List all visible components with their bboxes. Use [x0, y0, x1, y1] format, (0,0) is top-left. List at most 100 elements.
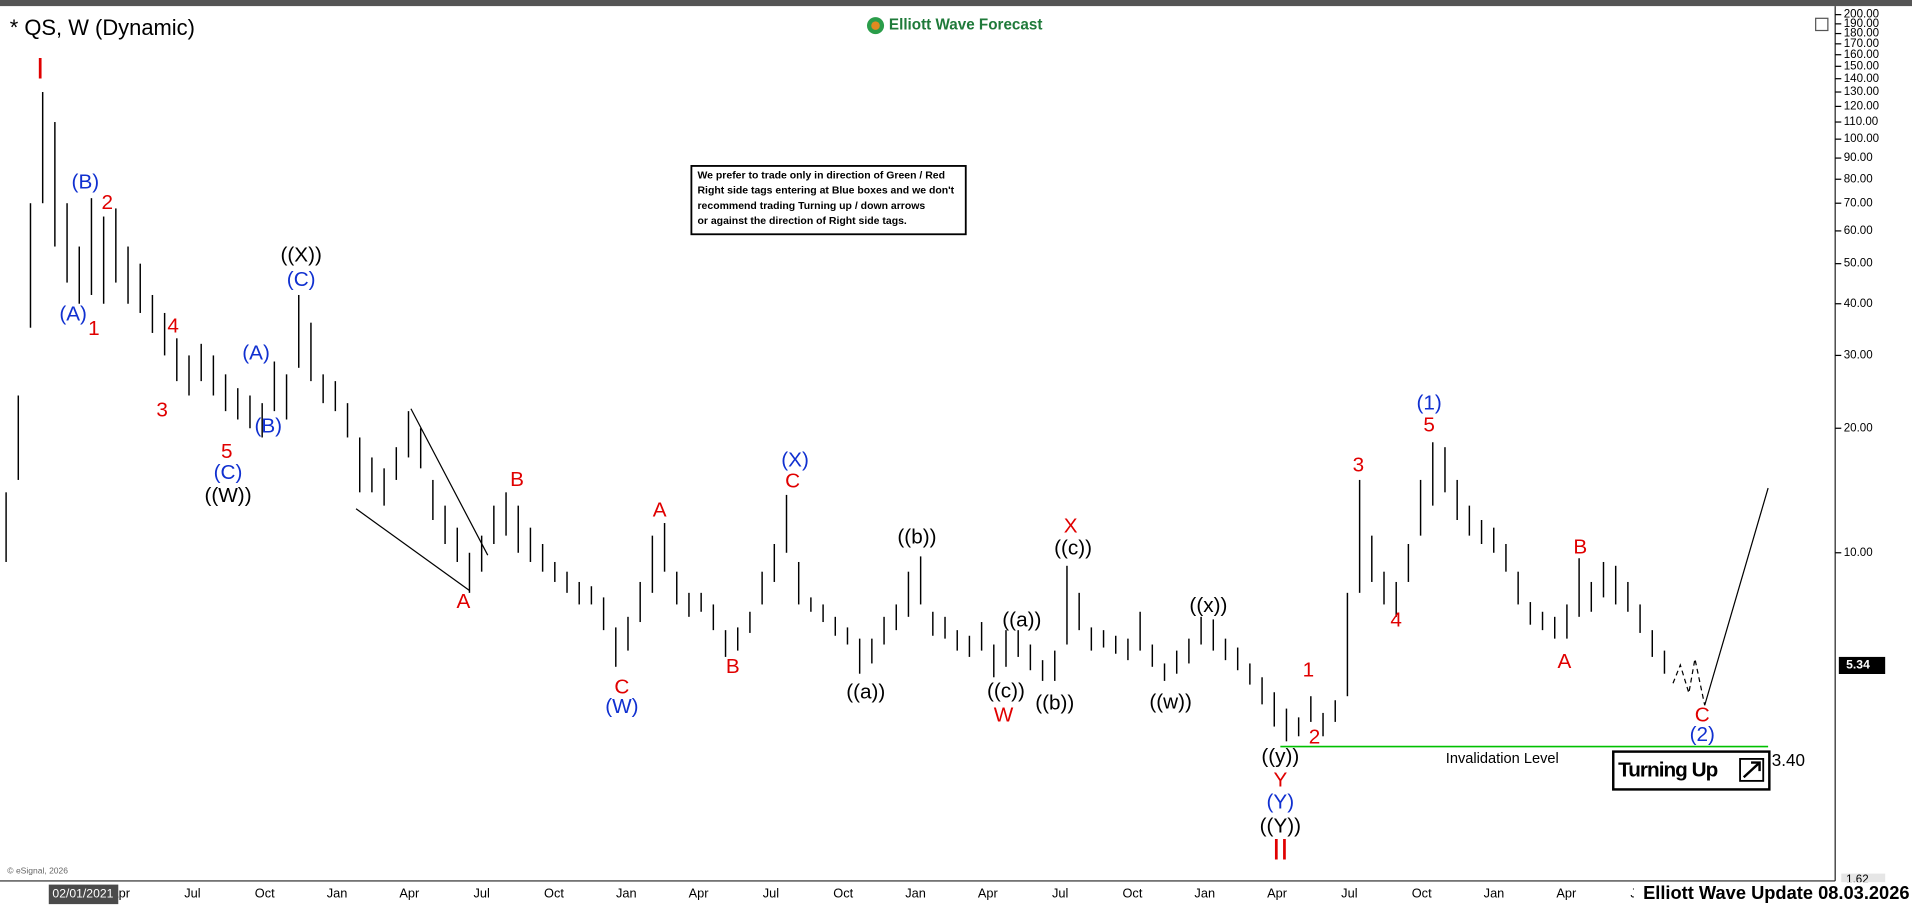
y-tick-label: 80.00 — [1844, 173, 1873, 185]
price-bars — [5, 92, 1666, 742]
x-tick-label: Oct — [1412, 886, 1432, 901]
wave-label: C — [614, 676, 629, 699]
note-line: We prefer to trade only in direction of … — [697, 170, 945, 181]
wave-label: C — [785, 469, 800, 492]
note-line: recommend trading Turning up / down arro… — [697, 201, 925, 212]
wave-label: (X) — [781, 449, 809, 472]
last-price-box — [1838, 656, 1886, 674]
wave-label: ((w)) — [1149, 690, 1192, 713]
wave-label: II — [1272, 834, 1288, 866]
y-tick-label: 90.00 — [1844, 152, 1873, 164]
wave-label: ((c)) — [1054, 537, 1092, 560]
wave-label: (Y) — [1267, 790, 1295, 813]
x-tick-label: Apr — [1556, 886, 1577, 901]
x-tick-label: Jul — [184, 886, 200, 901]
wave-label: 3 — [156, 399, 168, 422]
wave-label: ((b)) — [897, 526, 936, 549]
wave-label: A — [653, 499, 667, 522]
wave-label: 5 — [221, 440, 233, 463]
wave-label: (2) — [1690, 723, 1715, 746]
wave-label: B — [510, 468, 524, 491]
x-tick-label: Jul — [473, 886, 489, 901]
note-line: or against the direction of Right side t… — [697, 216, 906, 227]
date-box — [48, 884, 119, 905]
wave-label: Y — [1273, 768, 1287, 791]
y-tick-label: 200.00 — [1844, 9, 1879, 21]
x-tick-label: Jul — [1052, 886, 1068, 901]
wave-label: X — [1064, 515, 1078, 538]
x-tick-label: Apr — [399, 886, 420, 901]
wave-label: B — [1573, 535, 1587, 558]
wave-label: (B) — [254, 415, 282, 438]
y-tick-label: 100.00 — [1844, 133, 1879, 145]
invalidation-value: 3.40 — [1772, 751, 1805, 770]
x-tick-label: Jan — [327, 886, 348, 901]
wave-label: 2 — [1309, 726, 1321, 749]
y-tick-label: 110.00 — [1844, 116, 1879, 128]
wave-label: A — [456, 590, 470, 613]
x-tick-label: Jan — [616, 886, 637, 901]
invalidation-text: Invalidation Level — [1446, 751, 1559, 767]
copyright: © eSignal, 2026 — [7, 865, 68, 875]
x-tick-label: Jan — [1194, 886, 1215, 901]
y-tick-label: 130.00 — [1844, 86, 1879, 98]
wave-label: (1) — [1416, 391, 1441, 414]
y-tick-label: 40.00 — [1844, 298, 1873, 310]
wave-label: 1 — [1303, 659, 1315, 682]
note-text: We prefer to trade only in direction of … — [697, 170, 954, 227]
x-tick-label: Oct — [255, 886, 275, 901]
wave-label: (A) — [59, 302, 87, 325]
note-line: Right side tags entering at Blue boxes a… — [697, 186, 954, 197]
triangle-line — [355, 508, 470, 592]
x-tick-label: Apr — [978, 886, 999, 901]
wave-label: (C) — [287, 268, 316, 291]
wave-label: ((W)) — [204, 484, 251, 507]
wave-label: ((a)) — [846, 681, 885, 704]
chart-title: * QS, W (Dynamic) — [10, 15, 195, 40]
top-border — [0, 0, 1912, 7]
wave-label: (C) — [214, 461, 243, 484]
signal-box — [1612, 750, 1771, 791]
wave-label: B — [726, 655, 740, 678]
y-tick-label: 180.00 — [1844, 28, 1879, 40]
signal-arrow — [1751, 761, 1761, 772]
wave-label: 5 — [1423, 413, 1435, 436]
wave-label: (B) — [72, 170, 100, 193]
wave-label: ((c)) — [987, 679, 1025, 702]
brand-logo-dot — [871, 21, 880, 30]
note-box — [690, 165, 967, 236]
y-tick-label: 10.00 — [1844, 547, 1873, 559]
last-price: 5.34 — [1846, 658, 1870, 672]
x-tick-label: Oct — [833, 886, 853, 901]
wave-label: C — [1695, 704, 1710, 727]
x-tick-label: Oct — [544, 886, 564, 901]
y-tick-label: 140.00 — [1844, 73, 1879, 85]
y-tick-label: 160.00 — [1844, 49, 1879, 61]
window-icon[interactable] — [1815, 17, 1829, 32]
triangle-line — [410, 408, 489, 556]
signal-text: Turning Up — [1618, 759, 1717, 782]
wave-label: 3 — [1353, 454, 1365, 477]
footer-bg — [1633, 882, 1912, 907]
x-tick-label: Apr — [689, 886, 710, 901]
x-tick-label: Jul — [763, 886, 779, 901]
y-tick-label: 50.00 — [1844, 258, 1873, 270]
wave-label: 1 — [88, 317, 100, 340]
footer: Elliott Wave Update 08.03.2026 — [1643, 882, 1909, 903]
x-tick-label: Apr — [1267, 886, 1288, 901]
y-tick-label: 30.00 — [1844, 349, 1873, 361]
x-tick-label: Jul — [1341, 886, 1357, 901]
x-tick-label: Jan — [905, 886, 926, 901]
wave-label: W — [994, 704, 1014, 727]
y-tick-label: 60.00 — [1844, 225, 1873, 237]
forecast-path — [1704, 487, 1769, 706]
wave-labels: I21 435ABCABCWX12YII345BAC(B)(A)(C)(A)(B)… — [36, 53, 1715, 866]
brand: Elliott Wave Forecast — [889, 17, 1042, 34]
signal-arrow — [1742, 761, 1761, 779]
wave-label: (A) — [242, 341, 270, 364]
y-tick-label: 70.00 — [1844, 197, 1873, 209]
date-box-text: 02/01/2021 — [52, 887, 113, 901]
